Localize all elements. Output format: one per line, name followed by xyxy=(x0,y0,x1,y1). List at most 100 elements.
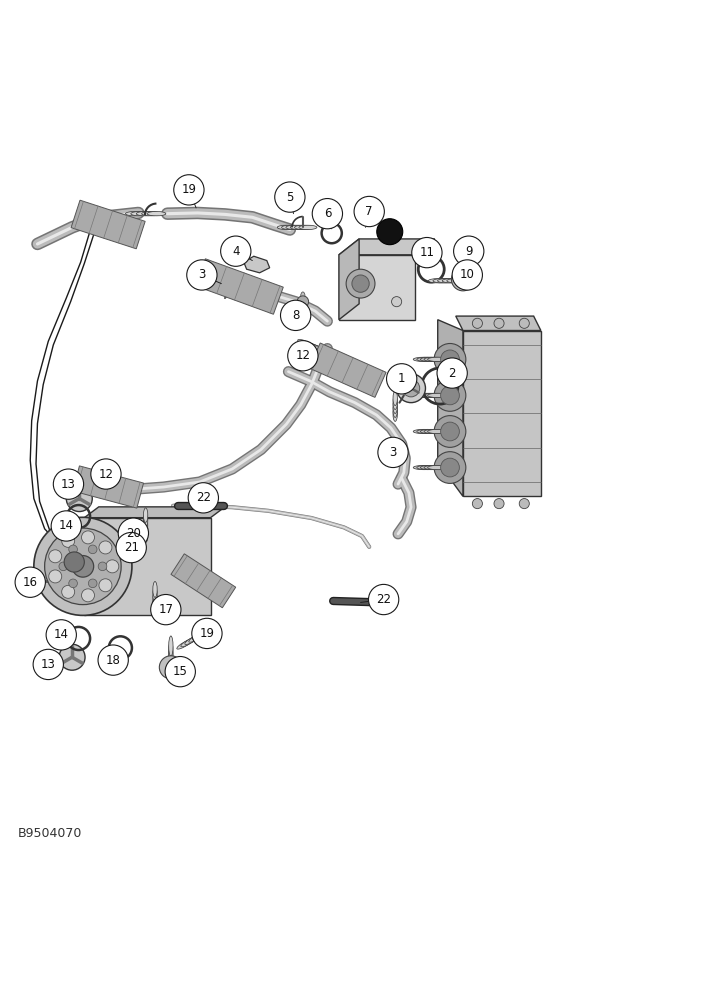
Polygon shape xyxy=(339,239,359,320)
Ellipse shape xyxy=(428,357,450,362)
Polygon shape xyxy=(84,518,211,615)
Ellipse shape xyxy=(100,483,115,489)
Circle shape xyxy=(472,499,482,509)
Text: 5: 5 xyxy=(286,191,293,204)
Ellipse shape xyxy=(143,508,148,522)
Text: 22: 22 xyxy=(195,491,211,504)
Text: 7: 7 xyxy=(366,205,373,218)
Circle shape xyxy=(472,318,482,328)
Ellipse shape xyxy=(300,310,305,319)
Circle shape xyxy=(434,416,466,447)
Polygon shape xyxy=(463,331,541,496)
Ellipse shape xyxy=(413,357,435,362)
Circle shape xyxy=(54,469,83,499)
Ellipse shape xyxy=(140,528,144,539)
Circle shape xyxy=(494,318,504,328)
Circle shape xyxy=(452,268,474,291)
Circle shape xyxy=(67,486,92,512)
Text: 10: 10 xyxy=(460,268,475,281)
Circle shape xyxy=(51,511,81,541)
Ellipse shape xyxy=(300,317,305,326)
Polygon shape xyxy=(339,239,435,255)
Ellipse shape xyxy=(421,357,442,362)
Ellipse shape xyxy=(169,646,173,666)
Circle shape xyxy=(441,350,459,369)
Circle shape xyxy=(98,562,107,571)
Circle shape xyxy=(211,274,232,294)
Ellipse shape xyxy=(300,314,305,322)
Ellipse shape xyxy=(147,212,166,216)
Circle shape xyxy=(72,556,93,577)
Circle shape xyxy=(34,517,132,615)
Text: 16: 16 xyxy=(22,576,38,589)
Ellipse shape xyxy=(143,528,148,543)
Ellipse shape xyxy=(298,339,313,347)
Ellipse shape xyxy=(313,346,329,353)
Ellipse shape xyxy=(393,395,397,409)
Ellipse shape xyxy=(140,538,144,550)
Ellipse shape xyxy=(417,357,439,362)
Circle shape xyxy=(376,219,403,245)
Text: 3: 3 xyxy=(198,268,206,281)
Ellipse shape xyxy=(222,281,240,286)
Circle shape xyxy=(98,645,128,675)
Polygon shape xyxy=(244,256,269,273)
Ellipse shape xyxy=(428,393,450,398)
Ellipse shape xyxy=(393,403,397,417)
Ellipse shape xyxy=(286,225,304,230)
Circle shape xyxy=(64,552,84,572)
Circle shape xyxy=(187,260,217,290)
Text: 14: 14 xyxy=(59,519,74,532)
Circle shape xyxy=(397,374,426,403)
Circle shape xyxy=(59,562,67,571)
Circle shape xyxy=(33,649,64,680)
Circle shape xyxy=(346,269,375,298)
Ellipse shape xyxy=(424,465,446,470)
Circle shape xyxy=(437,358,467,388)
Ellipse shape xyxy=(193,630,209,640)
Text: 17: 17 xyxy=(159,603,173,616)
Ellipse shape xyxy=(140,522,144,534)
Ellipse shape xyxy=(227,281,245,286)
Ellipse shape xyxy=(424,393,446,398)
Text: 21: 21 xyxy=(124,541,139,554)
Circle shape xyxy=(434,343,466,375)
Ellipse shape xyxy=(300,303,305,311)
Ellipse shape xyxy=(169,651,173,671)
Circle shape xyxy=(174,175,204,205)
Text: 3: 3 xyxy=(390,446,397,459)
Polygon shape xyxy=(72,466,143,508)
Ellipse shape xyxy=(417,393,439,398)
Circle shape xyxy=(15,567,46,597)
Ellipse shape xyxy=(300,299,305,308)
Ellipse shape xyxy=(153,602,157,618)
Circle shape xyxy=(392,297,402,307)
Circle shape xyxy=(159,656,182,679)
Circle shape xyxy=(118,518,148,548)
Ellipse shape xyxy=(143,518,148,532)
Circle shape xyxy=(287,341,318,371)
Polygon shape xyxy=(456,316,541,331)
Ellipse shape xyxy=(109,486,124,492)
Ellipse shape xyxy=(424,357,446,362)
Circle shape xyxy=(494,499,504,509)
Ellipse shape xyxy=(413,393,435,398)
Circle shape xyxy=(49,550,62,563)
Circle shape xyxy=(45,528,121,605)
Ellipse shape xyxy=(131,212,150,216)
Ellipse shape xyxy=(428,465,450,470)
Ellipse shape xyxy=(216,281,235,286)
Circle shape xyxy=(99,579,112,592)
Polygon shape xyxy=(339,255,415,320)
Circle shape xyxy=(46,620,77,650)
Circle shape xyxy=(454,236,484,266)
Circle shape xyxy=(82,531,95,544)
Ellipse shape xyxy=(181,637,196,647)
Ellipse shape xyxy=(142,212,161,216)
Ellipse shape xyxy=(429,279,449,283)
Ellipse shape xyxy=(153,581,157,597)
Circle shape xyxy=(354,196,384,227)
Circle shape xyxy=(69,545,77,554)
Circle shape xyxy=(387,364,417,394)
Text: B9504070: B9504070 xyxy=(17,827,82,840)
